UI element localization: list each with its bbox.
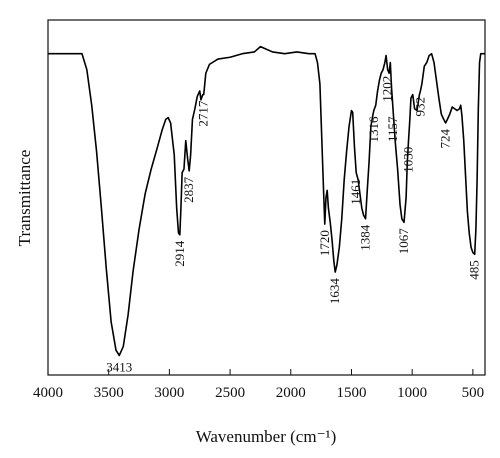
y-axis-label: Transmittance: [15, 150, 34, 247]
plot-frame: [47, 19, 486, 376]
peak-label-485: 485: [467, 260, 482, 280]
x-axis-ticks: [47, 369, 474, 375]
peak-label-1030: 1030: [401, 147, 416, 173]
x-tick-label-1500: 1500: [336, 385, 366, 401]
x-tick-label-3000: 3000: [154, 385, 184, 401]
peak-label-1384: 1384: [358, 224, 373, 251]
x-axis-tick-labels: 4000 3500 3000 2500 2000 1500 1000 500: [33, 385, 484, 401]
peak-label-3413: 3413: [106, 359, 132, 374]
spectrum-line: [48, 45, 485, 357]
x-tick-label-1000: 1000: [397, 385, 427, 401]
peak-label-1720: 1720: [317, 230, 332, 256]
peak-label-932: 932: [412, 97, 427, 117]
x-tick-label-500: 500: [462, 385, 485, 401]
x-tick-label-4000: 4000: [33, 385, 63, 401]
x-tick-label-3500: 3500: [94, 385, 124, 401]
peak-label-1157: 1157: [385, 116, 400, 142]
peak-label-1316: 1316: [366, 116, 381, 143]
peak-label-2914: 2914: [172, 240, 187, 266]
peak-labels: 3413 2914 2837 2717 1720 1634 1461 1384 1316 1202…: [106, 76, 481, 375]
peak-label-1202: 1202: [380, 76, 395, 102]
peak-label-724: 724: [438, 129, 453, 149]
x-tick-label-2500: 2500: [215, 385, 245, 401]
peak-label-1634: 1634: [327, 278, 342, 305]
peak-label-1461: 1461: [348, 179, 363, 205]
peak-label-2837: 2837: [181, 176, 196, 203]
peak-label-2717: 2717: [196, 100, 211, 127]
peak-label-1067: 1067: [396, 228, 411, 255]
x-tick-label-2000: 2000: [276, 385, 306, 401]
x-axis-label: Wavenumber (cm⁻¹): [196, 427, 337, 446]
